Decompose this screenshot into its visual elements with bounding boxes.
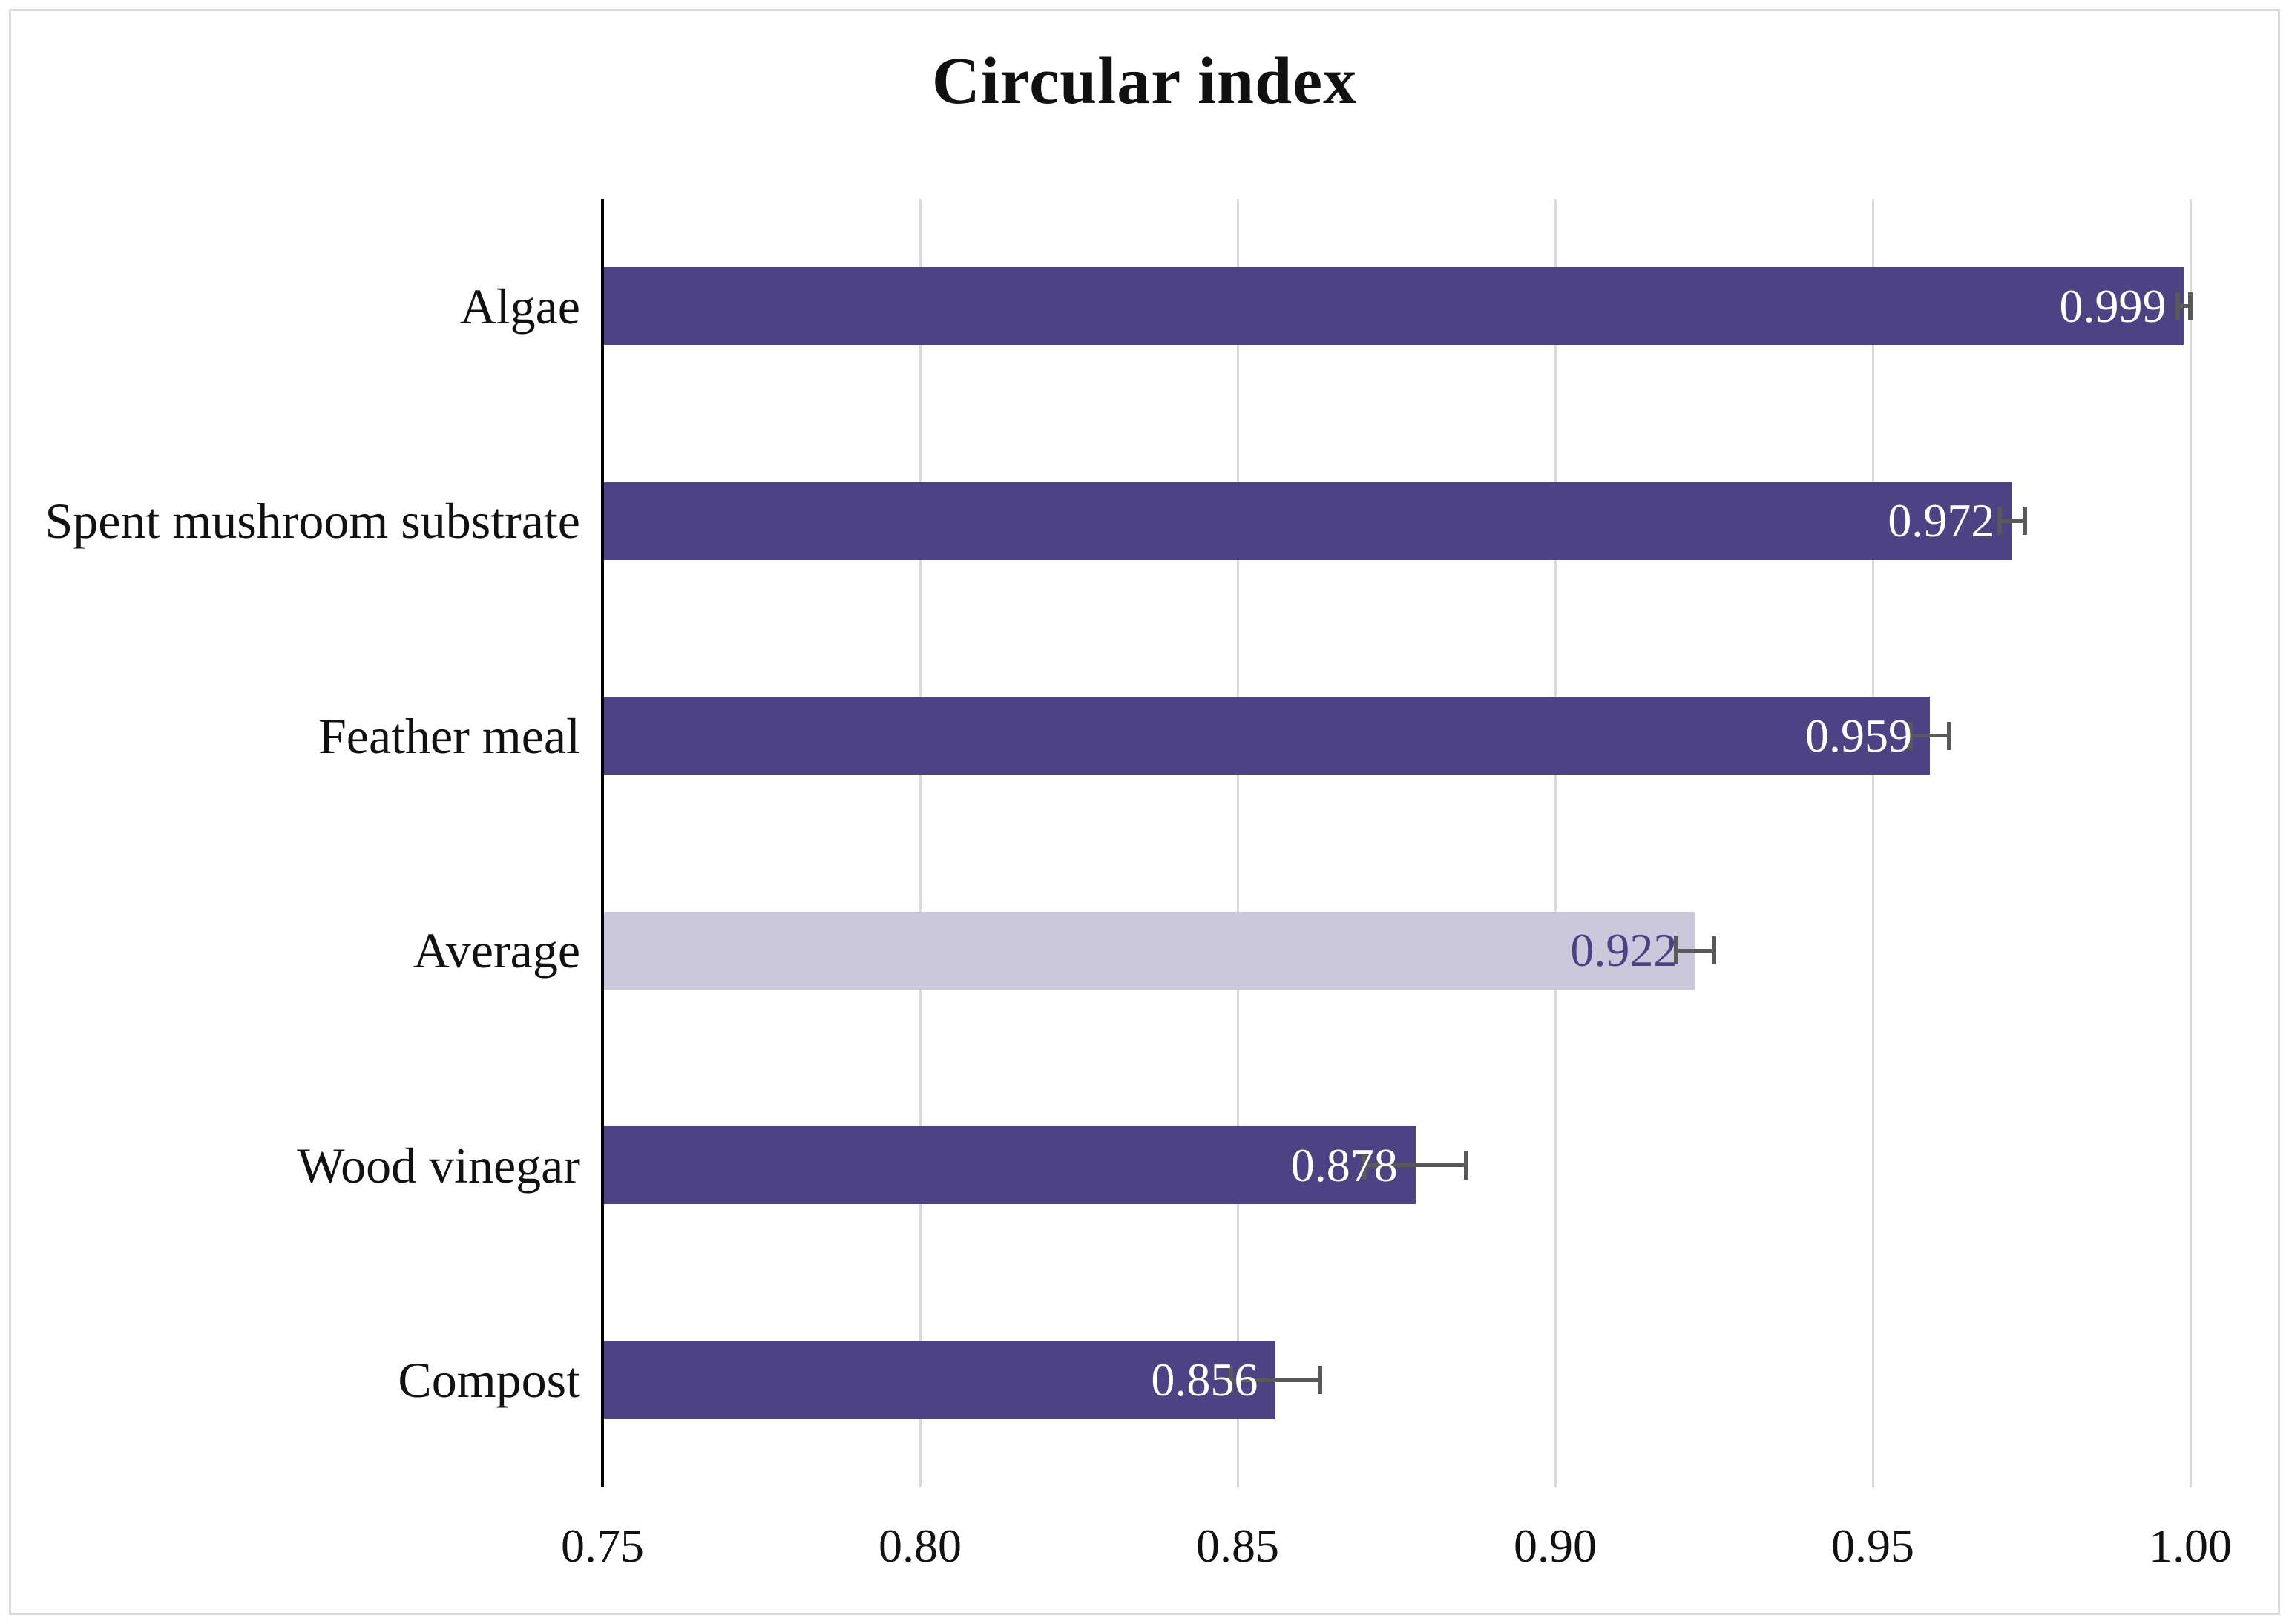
gridline [2189, 199, 2192, 1487]
error-bar-cap [2023, 507, 2028, 536]
gridline [1554, 199, 1557, 1487]
error-bar-cap [1229, 1366, 1234, 1395]
error-bar-cap [1464, 1151, 1469, 1180]
error-bar-cap [2188, 292, 2193, 320]
category-label: Feather meal [318, 707, 580, 764]
category-label: Wood vinegar [297, 1137, 580, 1194]
error-bar-cap [1362, 1151, 1367, 1180]
value-label: 0.999 [2059, 279, 2167, 332]
x-tick-label: 1.00 [2149, 1519, 2232, 1572]
gridline [1871, 199, 1874, 1487]
y-axis-line [601, 199, 604, 1487]
error-bar [1231, 1378, 1321, 1382]
error-bar [1364, 1163, 1467, 1168]
error-bar-cap [1318, 1366, 1323, 1395]
gridline [919, 199, 922, 1487]
bar [604, 697, 1931, 775]
gridline [1236, 199, 1239, 1487]
category-label: Spent mushroom substrate [45, 493, 580, 550]
category-label: Compost [398, 1352, 580, 1409]
bar [604, 481, 2013, 560]
x-tick-label: 0.80 [879, 1519, 962, 1572]
value-label: 0.972 [1888, 494, 1995, 548]
value-label: 0.959 [1805, 709, 1913, 762]
error-bar [2000, 519, 2026, 523]
error-bar-cap [1946, 721, 1951, 750]
x-tick-label: 0.90 [1514, 1519, 1597, 1572]
value-label: 0.856 [1151, 1353, 1258, 1407]
chart-title: Circular index [931, 45, 1358, 118]
x-tick-label: 0.95 [1831, 1519, 1914, 1572]
error-bar-cap [1712, 936, 1716, 965]
error-bar-cap [1997, 507, 2003, 536]
error-bar [2177, 304, 2190, 309]
value-label: 0.878 [1290, 1138, 1398, 1191]
error-bar [1675, 948, 1714, 953]
error-bar-cap [1908, 721, 1914, 750]
value-label: 0.922 [1570, 924, 1678, 977]
category-label: Algae [459, 277, 580, 335]
error-bar-cap [2175, 292, 2180, 320]
error-bar-cap [1673, 936, 1678, 965]
bar [604, 267, 2184, 346]
bar [604, 911, 1695, 990]
error-bar [1911, 734, 1949, 738]
x-tick-label: 0.85 [1196, 1519, 1279, 1572]
bar [604, 1341, 1276, 1419]
bar [604, 1126, 1416, 1205]
x-tick-label: 0.75 [561, 1519, 644, 1572]
category-label: Average [413, 922, 580, 979]
